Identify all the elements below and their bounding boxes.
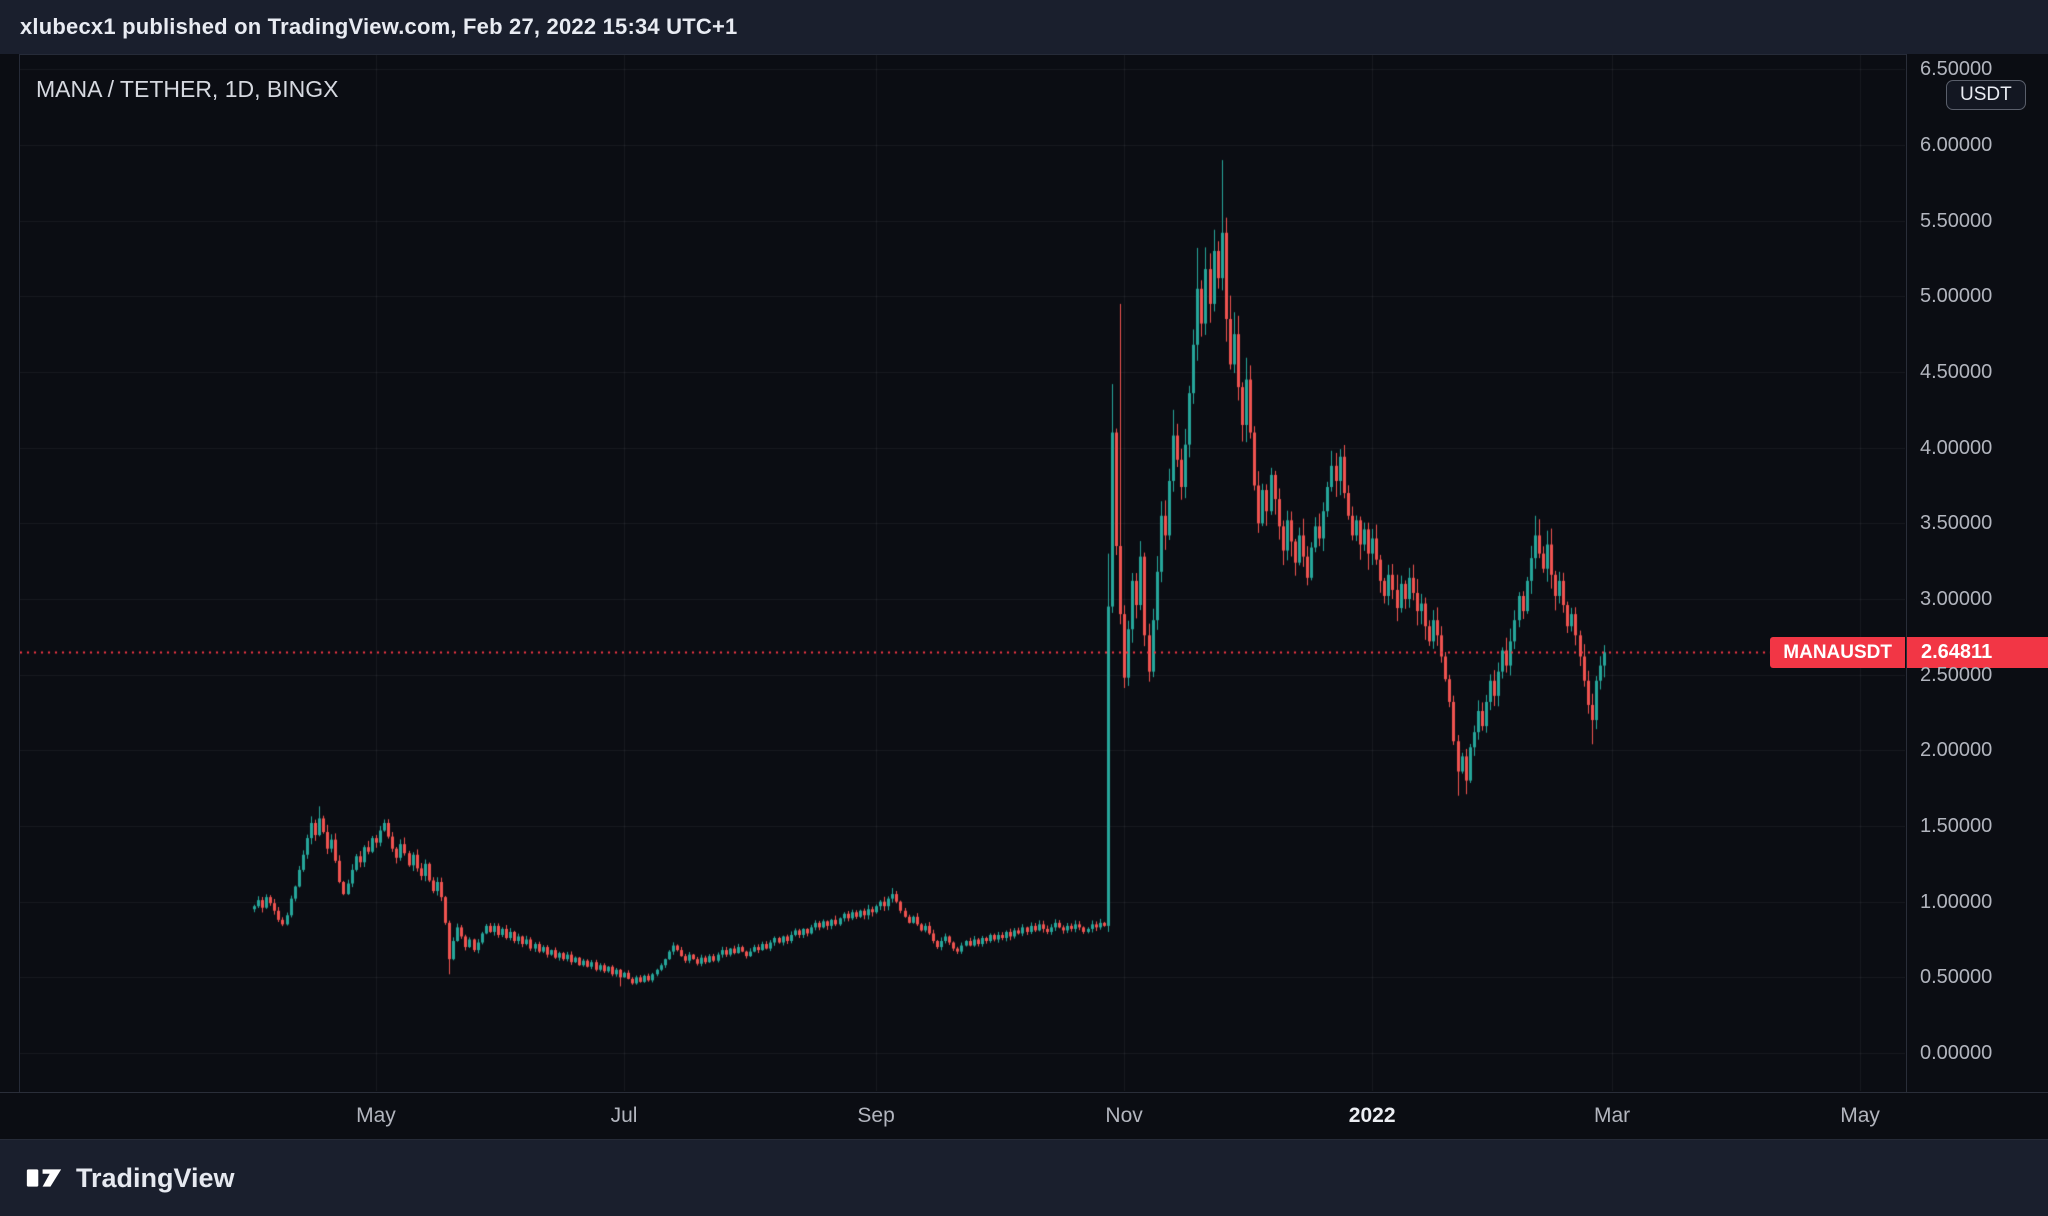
price-tick-label: 3.00000 [1920,588,1993,610]
tradingview-logo-icon [26,1169,62,1187]
price-axis[interactable]: USDT 2.64811 6.50000 6.00000 5.50000 5.0000… [1906,54,2048,1092]
price-tick-label: 2.00000 [1920,739,1993,762]
symbol-legend[interactable]: MANA / TETHER, 1D, BINGX [36,76,339,102]
price-tick-label: 6.00000 [1920,134,1993,156]
price-tick-label: 5.50000 [1920,209,1993,232]
symbol-price-flag: MANAUSDT [1770,637,1905,668]
price-tick-label: 1.00000 [1920,890,1993,913]
last-price-badge: 2.64811 [1907,637,2048,668]
time-tick-label: Mar [1593,1104,1631,1127]
candlestick-chart[interactable] [20,55,1905,1091]
time-tick-label: Jul [610,1104,638,1127]
time-tick-label: 2022 [1348,1104,1396,1127]
price-tick-label: 5.00000 [1920,285,1993,308]
currency-unit-badge[interactable]: USDT [1946,80,2026,110]
tradingview-logo-link[interactable]: TradingView [24,1158,235,1198]
footer: TradingView [0,1139,2048,1216]
price-tick-label: 0.50000 [1920,966,1993,989]
price-tick-label: 1.50000 [1920,815,1993,837]
price-tick-label: 4.50000 [1920,361,1993,383]
price-tick-label: 0.00000 [1920,1042,1993,1064]
time-tick-label: May [1840,1104,1880,1127]
time-tick-label: Sep [857,1104,895,1127]
time-axis[interactable]: May Jul Sep Nov 2022 Mar May [0,1092,2048,1139]
time-tick-label: May [356,1104,396,1127]
price-tick-label: 6.50000 [1920,58,1993,81]
snapshot-header: xlubecx1 published on TradingView.com, F… [0,0,2048,54]
time-tick-label: Nov [1105,1104,1143,1127]
attribution-text: xlubecx1 published on TradingView.com, F… [20,14,738,39]
price-tick-label: 3.50000 [1920,512,1993,535]
price-tick-label: 2.50000 [1920,663,1993,686]
tradingview-brand-text: TradingView [76,1162,235,1193]
price-tick-label: 4.00000 [1920,436,1993,459]
